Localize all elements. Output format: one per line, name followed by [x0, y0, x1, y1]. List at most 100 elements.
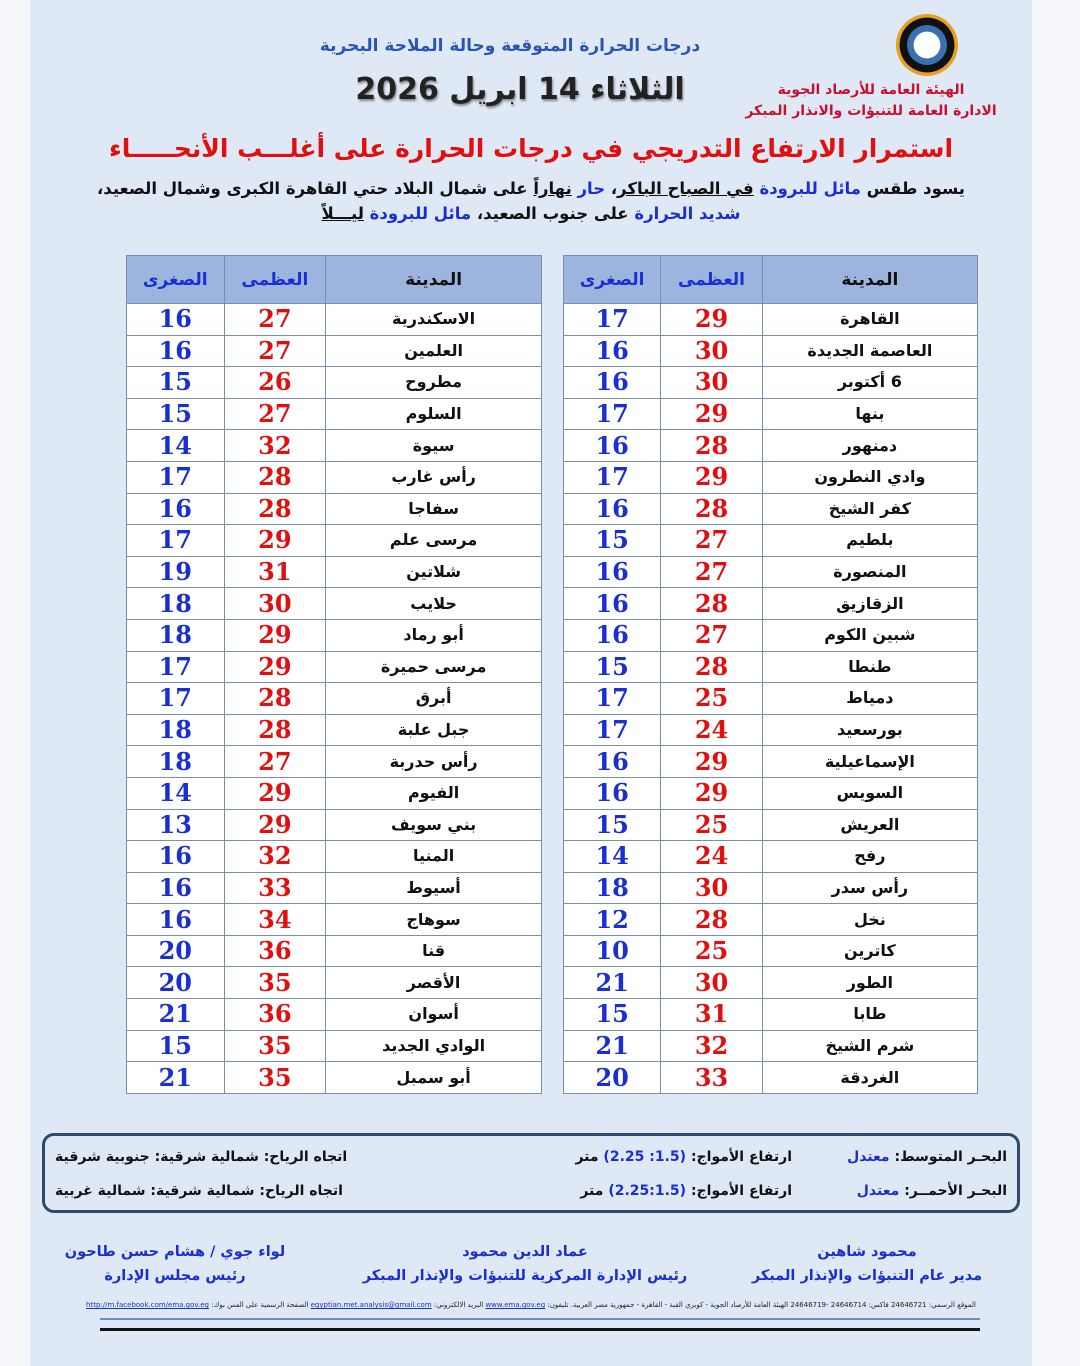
max-temp: 29 [660, 303, 763, 336]
city-name: السويس [761, 776, 979, 810]
max-temp: 31 [660, 998, 763, 1031]
min-temp: 16 [562, 429, 662, 462]
table-row: المنصورة 27 16 [562, 555, 979, 589]
max-temp: 27 [660, 524, 763, 557]
city-name: أبو رماد [325, 618, 542, 652]
max-temp: 25 [660, 934, 763, 968]
min-temp: 20 [562, 1061, 662, 1094]
table-row: الغردقة 33 20 [562, 1061, 979, 1094]
description-segment: يسود طقس [860, 179, 965, 198]
city-name: بني سويف [325, 808, 542, 842]
city-name: جبل علبة [325, 713, 542, 747]
description-segment: نهاراً [533, 179, 572, 198]
table-row: وادي النطرون 29 17 [562, 460, 979, 494]
min-temp: 16 [562, 366, 662, 399]
min-temp: 15 [562, 808, 662, 842]
description-segment: على شمال البلاد حتي القاهرة الكبرى وشمال… [97, 179, 534, 198]
table-row: مطروح 26 15 [126, 366, 542, 399]
min-temp: 17 [562, 460, 662, 494]
min-temp: 15 [562, 650, 662, 684]
min-temp: 14 [126, 776, 225, 810]
min-temp: 20 [126, 966, 225, 1000]
min-temp: 17 [562, 303, 662, 336]
min-temp: 16 [562, 776, 662, 810]
table-row: رأس حدربة 27 18 [126, 745, 542, 778]
city-name: حلايب [325, 587, 542, 620]
min-temp: 17 [562, 397, 662, 431]
max-temp: 29 [223, 618, 327, 652]
city-name: الأقصر [325, 966, 542, 1000]
city-name: العريش [761, 808, 979, 842]
min-temp: 18 [126, 618, 225, 652]
max-temp: 29 [223, 524, 327, 557]
signature-1: محمود شاهين مدير عام التنبؤات والإنذار ال… [751, 1244, 983, 1284]
max-temp: 25 [660, 808, 763, 842]
city-name: المنصورة [761, 555, 979, 589]
min-temp: 18 [126, 745, 225, 778]
min-temp: 18 [562, 871, 662, 905]
max-temp: 36 [223, 998, 327, 1031]
min-temp: 15 [562, 524, 662, 557]
table-row: دمياط 25 17 [562, 682, 979, 715]
min-temp: 16 [126, 871, 225, 905]
table-row: طنطا 28 15 [562, 650, 979, 684]
max-temp: 27 [660, 618, 763, 652]
max-temp: 29 [660, 745, 763, 778]
city-name: كاترين [761, 934, 979, 968]
website-link[interactable]: www.ema.gov.eg [485, 1301, 546, 1309]
min-temp: 15 [562, 998, 662, 1031]
city-name: شلاتين [325, 555, 542, 589]
forecast-page: درجات الحرارة المتوقعة وحالة الملاحة الب… [30, 0, 1032, 1366]
min-temp: 17 [126, 682, 225, 715]
table-row: كفر الشيخ 28 16 [562, 492, 979, 526]
max-temp: 28 [223, 492, 327, 526]
city-name: المنيا [325, 840, 542, 873]
city-name: العاصمة الجديدة [761, 334, 979, 368]
city-name: الوادي الجديد [325, 1029, 542, 1063]
header-max: العظمى [660, 255, 763, 304]
max-temp: 27 [223, 745, 327, 778]
max-temp: 24 [660, 713, 763, 747]
city-name: 6 أكتوبر [761, 366, 979, 399]
min-temp: 15 [126, 1029, 225, 1063]
max-temp: 28 [660, 429, 763, 462]
max-temp: 31 [223, 555, 327, 589]
min-temp: 16 [562, 334, 662, 368]
table-row: القاهرة 29 17 [562, 303, 979, 336]
table-row: شبين الكوم 27 16 [562, 618, 979, 652]
table-row: قنا 36 20 [126, 934, 542, 968]
table-row: مرسى علم 29 17 [126, 524, 542, 557]
min-temp: 16 [562, 745, 662, 778]
min-temp: 14 [562, 840, 662, 873]
table-row: كاترين 25 10 [562, 934, 979, 968]
description-segment: على جنوب الصعيد، [471, 204, 635, 223]
headline: استمرار الارتفاع التدريجي في درجات الحرا… [108, 134, 954, 163]
max-temp: 28 [223, 713, 327, 747]
table-header: المدينة العظمى الصغرى [562, 255, 979, 304]
max-temp: 32 [660, 1029, 763, 1063]
facebook-link[interactable]: http://m.facebook.com/ema.gov.eg [86, 1301, 209, 1309]
description-line-2: شديد الحرارة على جنوب الصعيد، مائل للبرو… [30, 201, 1032, 226]
city-name: رأس سدر [761, 871, 979, 905]
city-name: سيوة [325, 429, 542, 462]
email-link[interactable]: egyptian.met.analysis@gmail.com [310, 1301, 432, 1309]
table-row: الطور 30 21 [562, 966, 979, 1000]
table-row: العاصمة الجديدة 30 16 [562, 334, 979, 368]
max-temp: 32 [223, 840, 327, 873]
footer-divider [100, 1318, 980, 1320]
med-waves: ارتفاع الأمواج: (1.5: 2.25) متر [575, 1149, 792, 1165]
max-temp: 33 [223, 871, 327, 905]
table-row: بورسعيد 24 17 [562, 713, 979, 747]
city-name: كفر الشيخ [761, 492, 979, 526]
city-name: بورسعيد [761, 713, 979, 747]
min-temp: 14 [126, 429, 225, 462]
table-row: المنيا 32 16 [126, 840, 542, 873]
red-waves: ارتفاع الأمواج: (2.25:1.5) متر [580, 1183, 792, 1199]
max-temp: 29 [660, 397, 763, 431]
description-segment: ، [605, 179, 618, 198]
description-segment: شديد الحرارة [634, 204, 741, 223]
min-temp: 15 [126, 366, 225, 399]
min-temp: 18 [126, 587, 225, 620]
max-temp: 28 [660, 903, 763, 936]
min-temp: 15 [126, 397, 225, 431]
